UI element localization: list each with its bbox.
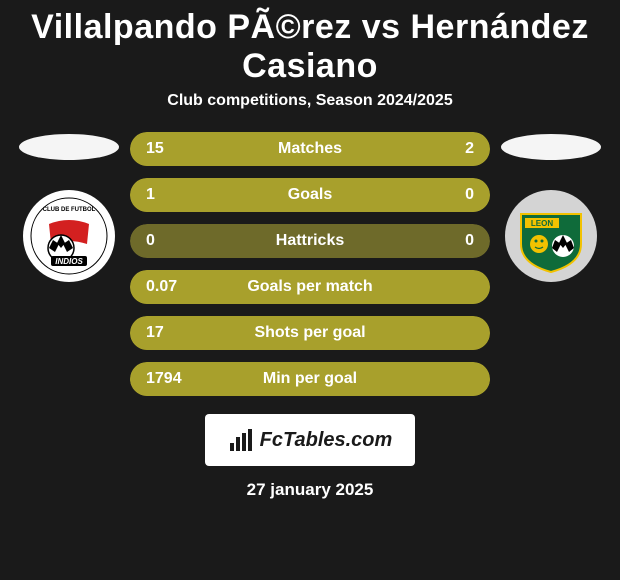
page-subtitle: Club competitions, Season 2024/2025 — [10, 92, 610, 130]
stat-value-left: 0 — [146, 232, 155, 250]
stats-column: 15 Matches 2 1 Goals 0 0 Hattricks 0 0.07 Goals pe… — [130, 130, 490, 396]
left-team-column: CLUB DE FUTBOL INDIOS — [14, 130, 124, 282]
stat-value-left: 17 — [146, 324, 164, 342]
stat-label: Hattricks — [276, 232, 344, 250]
stat-value-left: 0.07 — [146, 278, 177, 296]
stat-row: 15 Matches 2 — [130, 132, 490, 166]
stat-row: 1794 Min per goal — [130, 362, 490, 396]
svg-text:CLUB DE FUTBOL: CLUB DE FUTBOL — [43, 207, 96, 213]
svg-text:INDIOS: INDIOS — [55, 257, 83, 266]
stat-label: Goals per match — [247, 278, 372, 296]
stat-value-left: 15 — [146, 140, 164, 158]
right-club-badge: LEON — [505, 190, 597, 282]
comparison-layout: CLUB DE FUTBOL INDIOS 15Matches21Goals00… — [10, 130, 610, 396]
stat-value-right: 2 — [465, 140, 474, 158]
right-flag-oval — [501, 134, 601, 160]
svg-text:LEON: LEON — [531, 219, 553, 228]
stat-label: Matches — [278, 140, 342, 158]
page-title: Villalpando PÃ©rez vs Hernández Casiano — [10, 0, 610, 92]
stat-row: 0 Hattricks 0 — [130, 224, 490, 258]
stat-row: 0.07 Goals per match — [130, 270, 490, 304]
stat-value-right: 0 — [465, 186, 474, 204]
brand-text: FcTables.com — [260, 429, 393, 452]
stat-label: Shots per goal — [254, 324, 365, 342]
stat-row: 17 Shots per goal — [130, 316, 490, 350]
date-text: 27 january 2025 — [10, 466, 610, 500]
left-club-badge: CLUB DE FUTBOL INDIOS — [23, 190, 115, 282]
stat-row: 1 Goals 0 — [130, 178, 490, 212]
left-flag-oval — [19, 134, 119, 160]
fctables-logo-icon — [228, 427, 254, 453]
leon-logo-icon: LEON — [511, 196, 591, 276]
indios-logo-icon: CLUB DE FUTBOL INDIOS — [29, 196, 109, 276]
brand-badge: FcTables.com — [205, 414, 415, 466]
stat-label: Goals — [288, 186, 332, 204]
stat-value-left: 1794 — [146, 370, 182, 388]
right-team-column: LEON — [496, 130, 606, 282]
stat-value-left: 1 — [146, 186, 155, 204]
stat-value-right: 0 — [465, 232, 474, 250]
stat-label: Min per goal — [263, 370, 357, 388]
